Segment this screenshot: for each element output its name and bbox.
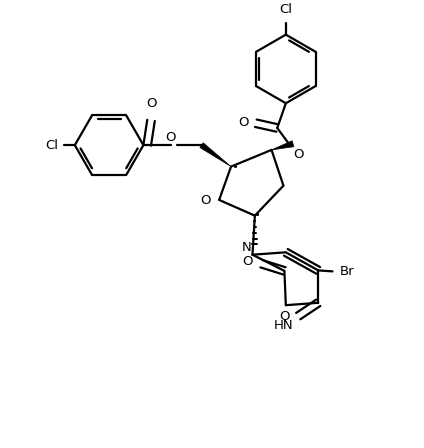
Text: HN: HN [273,319,293,332]
Text: O: O [243,255,253,268]
Polygon shape [271,141,294,150]
Text: O: O [200,194,211,207]
Text: O: O [165,131,176,144]
Text: O: O [146,97,156,110]
Text: O: O [293,148,304,161]
Polygon shape [200,143,231,167]
Text: Cl: Cl [45,138,58,151]
Text: N: N [242,241,251,254]
Text: O: O [279,310,290,323]
Text: Br: Br [340,265,355,278]
Text: O: O [239,116,249,129]
Text: Cl: Cl [279,3,292,16]
